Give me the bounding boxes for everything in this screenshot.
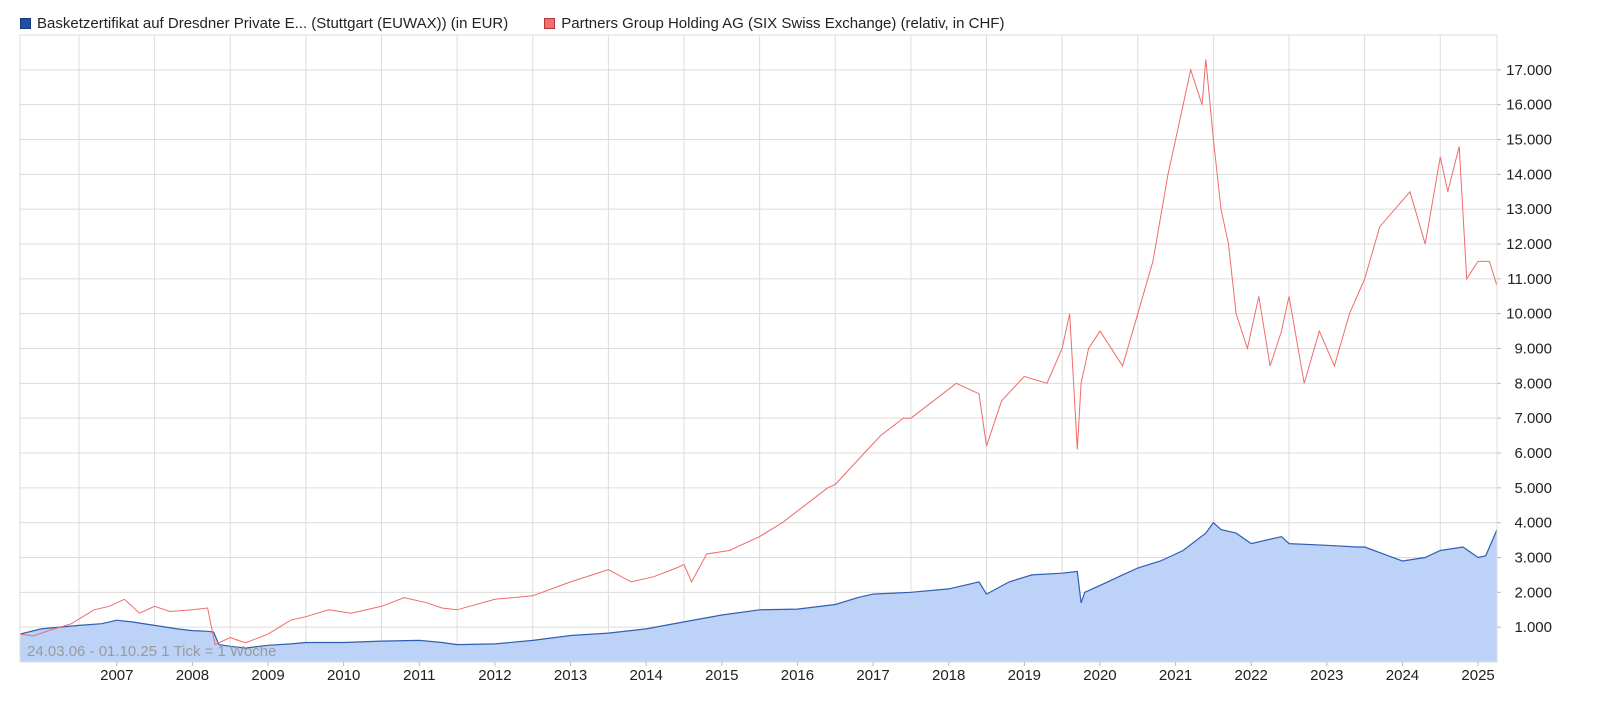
x-tick-label-2016: 2016	[781, 667, 814, 684]
legend-label-partners-group: Partners Group Holding AG (SIX Swiss Exc…	[561, 14, 1005, 32]
grid-lines	[20, 35, 1497, 662]
y-tick-label-9: 9.000	[1514, 341, 1552, 358]
y-tick-label-11: 11.000	[1507, 271, 1552, 288]
y-tick-label-7: 7.000	[1514, 410, 1552, 427]
basket-line	[19, 521, 1498, 649]
legend-swatch-partners-group	[544, 17, 556, 29]
x-tick-label-2009: 2009	[251, 667, 284, 684]
y-tick-label-14: 14.000	[1506, 166, 1552, 183]
x-tick-label-2010: 2010	[327, 667, 360, 684]
x-tick-label-2021: 2021	[1159, 667, 1192, 684]
legend-swatch-basket	[20, 17, 31, 29]
y-tick-label-13: 13.000	[1506, 201, 1552, 218]
x-tick-label-2011: 2011	[403, 667, 435, 684]
y-tick-label-4: 4.000	[1514, 515, 1552, 532]
x-tick-label-2024: 2024	[1386, 667, 1419, 684]
y-tick-label-17: 17.000	[1506, 62, 1552, 79]
partners-group-line-series	[19, 59, 1498, 646]
y-tick-label-2: 2.000	[1514, 584, 1552, 601]
x-tick-label-2018: 2018	[932, 667, 965, 684]
y-tick-label-1: 1.000	[1514, 619, 1552, 636]
x-tick-label-2014: 2014	[630, 667, 663, 684]
y-tick-label-16: 16.000	[1506, 97, 1552, 114]
y-tick-label-3: 3.000	[1514, 550, 1552, 567]
x-tick-label-2012: 2012	[478, 667, 511, 684]
legend-item-partners-group[interactable]: Partners Group Holding AG (SIX Swiss Exc…	[544, 15, 1004, 32]
y-axis-ticks: 1.000 2.000 3.000 4.000 5.000 6.000 7.000 8.000…	[1497, 62, 1552, 636]
basket-area-fill	[20, 522, 1497, 662]
basket-area-series	[19, 521, 1498, 662]
y-tick-label-12: 12.000	[1506, 236, 1552, 253]
y-tick-label-15: 15.000	[1506, 132, 1552, 149]
y-tick-label-6: 6.000	[1514, 445, 1552, 462]
legend-label-basket: Basketzertifikat auf Dresdner Private E.…	[37, 14, 509, 32]
x-tick-label-2015: 2015	[705, 667, 738, 684]
x-tick-label-2023: 2023	[1310, 667, 1343, 684]
chart-legend: Basketzertifikat auf Dresdner Private E.…	[20, 14, 1040, 32]
partners-group-line	[19, 59, 1498, 646]
y-tick-label-5: 5.000	[1514, 480, 1552, 497]
legend-item-basket[interactable]: Basketzertifikat auf Dresdner Private E.…	[20, 15, 508, 32]
y-tick-label-10: 10.000	[1506, 306, 1552, 323]
x-tick-label-2022: 2022	[1235, 667, 1268, 684]
x-tick-label-2008: 2008	[176, 667, 209, 684]
x-tick-label-2007: 2007	[100, 667, 133, 684]
x-axis-ticks: 2007 2008 2009 2010 2011 2012 2013 2014 2015 2016…	[100, 662, 1495, 684]
x-tick-label-2019: 2019	[1008, 667, 1041, 684]
x-tick-label-2025: 2025	[1461, 667, 1494, 684]
x-tick-label-2013: 2013	[554, 667, 587, 684]
y-tick-label-8: 8.000	[1514, 375, 1552, 392]
x-tick-label-2017: 2017	[856, 667, 889, 684]
x-tick-label-2020: 2020	[1083, 667, 1116, 684]
date-range-note: 24.03.06 - 01.10.25 1 Tick = 1 Woche	[27, 643, 276, 660]
